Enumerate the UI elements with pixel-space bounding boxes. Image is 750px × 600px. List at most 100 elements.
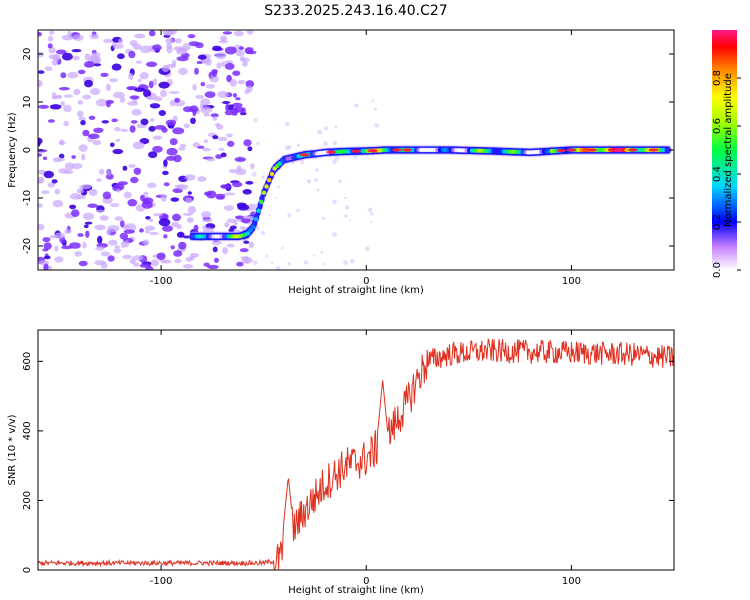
noise-blob bbox=[275, 266, 281, 270]
noise-blob bbox=[139, 263, 152, 268]
noise-blob bbox=[74, 251, 82, 257]
noise-blob bbox=[145, 216, 151, 220]
colorbar-axes: 0.0 0.2 0.4 0.6 0.8 bbox=[712, 70, 741, 278]
noise-blob bbox=[184, 174, 196, 181]
noise-blob bbox=[156, 252, 166, 261]
noise-blob bbox=[114, 127, 121, 132]
y-tick-label: 0 bbox=[22, 147, 33, 153]
noise-blob bbox=[54, 232, 66, 239]
noise-blob bbox=[175, 38, 182, 44]
trace-cell bbox=[251, 224, 256, 230]
trace-peak bbox=[351, 149, 361, 153]
noise-blob bbox=[182, 212, 193, 216]
noise-blob bbox=[162, 214, 169, 219]
noise-blob bbox=[38, 79, 43, 88]
noise-blob bbox=[239, 56, 245, 62]
noise-blob bbox=[101, 120, 110, 124]
noise-blob bbox=[222, 31, 233, 35]
noise-blob bbox=[322, 262, 326, 266]
noise-blob bbox=[178, 67, 188, 75]
noise-blob bbox=[158, 81, 170, 89]
noise-blob bbox=[172, 115, 178, 122]
trace-peak bbox=[586, 148, 597, 152]
noise-blob bbox=[105, 168, 112, 176]
noise-blob bbox=[38, 32, 42, 37]
noise-blob bbox=[129, 258, 136, 264]
noise-blob bbox=[171, 221, 180, 227]
noise-blob bbox=[256, 141, 260, 146]
noise-blob bbox=[183, 123, 190, 129]
noise-blob bbox=[132, 43, 142, 50]
noise-blob bbox=[82, 241, 87, 249]
noise-blob bbox=[194, 67, 199, 75]
noise-blob bbox=[234, 215, 245, 220]
noise-blob bbox=[160, 89, 167, 98]
noise-blob bbox=[89, 88, 101, 95]
noise-blob bbox=[109, 78, 118, 83]
noise-blob bbox=[149, 103, 161, 109]
noise-blob bbox=[130, 120, 138, 124]
trace-peak bbox=[392, 148, 402, 152]
noise-blob bbox=[176, 231, 185, 238]
noise-blob bbox=[84, 61, 95, 68]
noise-blob bbox=[179, 144, 187, 148]
noise-blob bbox=[56, 157, 65, 162]
noise-blob bbox=[119, 232, 129, 240]
noise-blob bbox=[203, 113, 210, 117]
noise-blob bbox=[89, 34, 99, 40]
noise-blob bbox=[143, 191, 149, 196]
noise-blob bbox=[268, 213, 271, 216]
noise-blob bbox=[165, 38, 174, 44]
noise-blob bbox=[67, 71, 79, 79]
noise-blob bbox=[84, 79, 93, 88]
noise-blob bbox=[212, 116, 217, 121]
noise-blob bbox=[173, 154, 182, 163]
noise-blob bbox=[163, 259, 172, 264]
noise-blob bbox=[324, 126, 329, 131]
trace-peak bbox=[556, 149, 567, 153]
noise-blob bbox=[166, 147, 178, 156]
noise-blob bbox=[148, 218, 154, 222]
noise-blob bbox=[87, 203, 98, 208]
noise-blob bbox=[125, 223, 137, 232]
noise-blob bbox=[197, 54, 207, 60]
noise-blob bbox=[120, 128, 128, 132]
noise-blob bbox=[78, 260, 88, 267]
noise-blob bbox=[61, 52, 73, 61]
noise-blob bbox=[221, 38, 227, 42]
noise-blob bbox=[63, 94, 74, 98]
noise-blob bbox=[187, 205, 197, 214]
noise-blob bbox=[271, 261, 274, 265]
noise-blob bbox=[236, 165, 242, 172]
noise-blob bbox=[139, 228, 144, 233]
noise-blob bbox=[82, 212, 95, 220]
noise-blob bbox=[367, 207, 373, 213]
noise-blob bbox=[78, 116, 86, 121]
y-tick-label: 20 bbox=[22, 48, 33, 61]
noise-blob bbox=[260, 230, 266, 236]
noise-blob bbox=[94, 224, 106, 231]
noise-blob bbox=[153, 213, 163, 217]
trace-peak bbox=[628, 148, 638, 152]
noise-blob bbox=[63, 169, 74, 175]
noise-blob bbox=[59, 153, 65, 159]
noise-blob bbox=[81, 154, 86, 161]
noise-blob bbox=[77, 233, 84, 237]
snr-series-line bbox=[38, 337, 674, 570]
noise-blob bbox=[245, 181, 254, 185]
noise-blob bbox=[42, 248, 49, 252]
noise-blob bbox=[158, 218, 171, 227]
noise-blob bbox=[140, 194, 145, 202]
noise-blob bbox=[112, 148, 124, 155]
noise-blob bbox=[192, 84, 197, 91]
noise-blob bbox=[344, 214, 348, 218]
noise-blob bbox=[48, 35, 54, 42]
noise-blob bbox=[236, 261, 244, 267]
noise-blob bbox=[287, 261, 291, 266]
noise-blob bbox=[71, 155, 76, 159]
noise-blob bbox=[195, 95, 205, 99]
noise-blob bbox=[128, 50, 136, 59]
noise-blob bbox=[234, 157, 247, 162]
